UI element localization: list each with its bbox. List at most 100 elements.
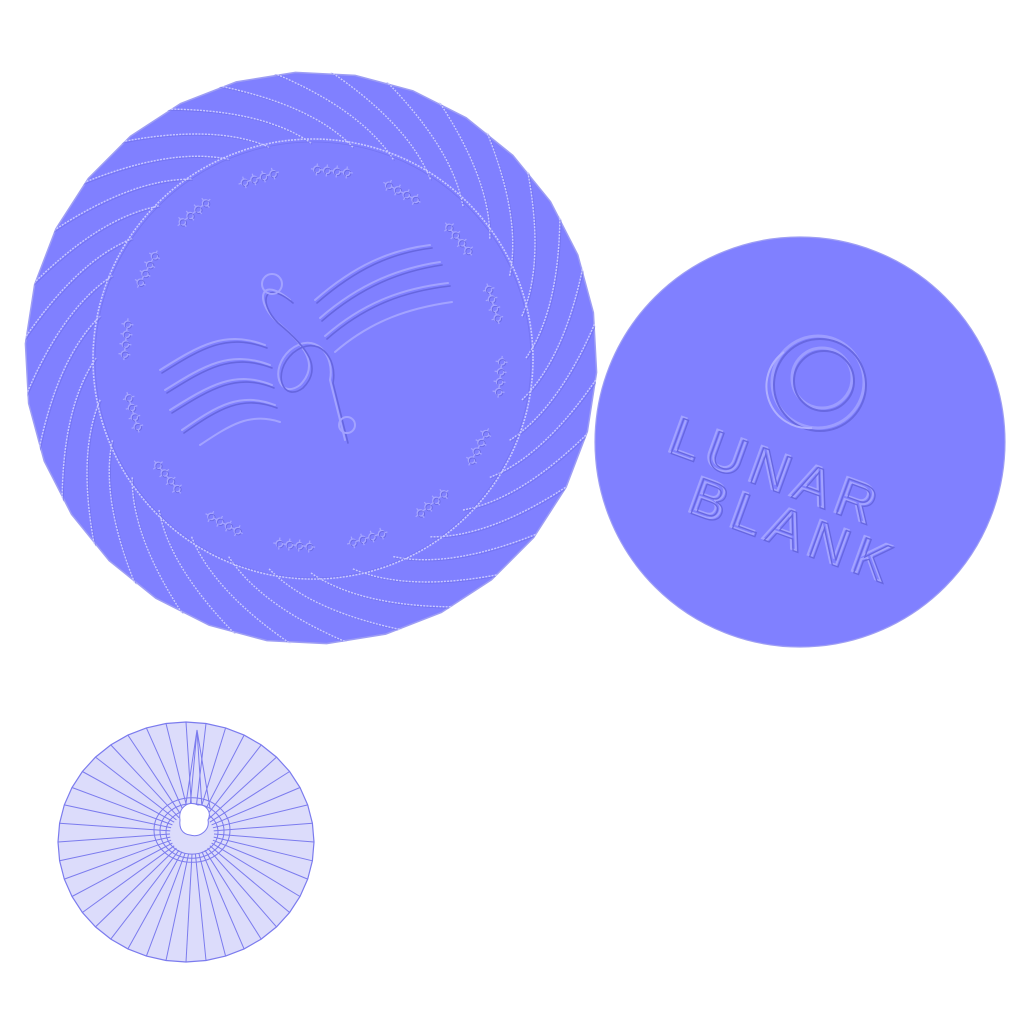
plate-rim-ridge [481,121,514,276]
mesh-spoke-edge [209,771,290,823]
plate-rim-ridge [432,92,491,239]
plate-rim-ridge [393,528,548,561]
plate-rim-ridge [322,72,432,180]
plate-rim-ridge [190,536,300,644]
plate-rim-ridge-shadow [27,206,161,292]
plate-rim-ridge [86,399,101,557]
plate-rim-ridge-shadow [483,122,515,277]
plate-rim-ridge-shadow [62,358,98,512]
plate-rim-ridge [378,73,464,207]
mesh-spoke-edge [127,851,183,950]
mesh-spoke-edge [185,853,193,963]
mesh-spoke-edge [204,744,262,819]
plate-rim-ridge [268,568,413,633]
lid-disc [594,236,1006,648]
mesh-spoke-edge [127,734,183,817]
plate-rim-ridge-shadow [25,239,134,349]
mesh-spoke-edge [145,852,186,957]
plate-rim-ridge [45,178,192,237]
mesh-spoke-edge [209,845,290,913]
plate-floral-cluster [492,355,508,398]
plate-floral-ring [118,163,508,553]
mesh-spoke-edge [64,804,172,829]
plate-rim-ridge-shadow [522,258,587,402]
mesh-spoke-edge [165,853,190,961]
plate-rim-ridge [108,440,141,595]
plate-rim-ridge [209,83,354,148]
plate-rim-ridge [525,205,561,359]
plate-rim-ridge [265,72,394,160]
plate-rim-ridge-shadow [46,179,193,238]
plate-rim-ridge-shadow [110,441,142,596]
mesh-spoke-edge [207,847,277,928]
plate-rim-ridge-shadow [87,400,102,558]
plate-floral-cluster [444,222,474,256]
mesh-spoke-edge [213,833,315,843]
plate-rim-ridge-shadow [431,481,578,539]
plate-rim-ridge-shadow [522,160,537,318]
plate-rim-ridge [112,133,270,148]
mesh-seam-spike [184,729,211,811]
mesh-uv-island [57,721,315,963]
plate-floral-cluster [152,460,182,494]
lid-uv-island: LUNAR LUNAR BLANK BLANK [594,236,1006,648]
plate-rim-ridge [430,479,577,538]
plate-floral-cluster [134,250,160,288]
mesh-spoke-edge [194,723,207,815]
mesh-spoke-edge [165,723,190,815]
mesh-spoke-edge [71,842,173,897]
plate-floral-cluster [238,167,280,189]
plate-inner-well-shadow [94,141,532,579]
mesh-spoke-edge [57,833,171,843]
plate-rim-ridge [36,315,101,460]
plate-floral-cluster [310,163,353,179]
mesh-spoke-edge [207,756,277,821]
plate-floral-cluster [415,489,449,519]
plate-rim-ridge [74,155,229,188]
plate-rim-ridge-shadow [526,206,562,360]
plate-rim-ridge [61,357,97,511]
mesh-spoke-edge [198,852,227,957]
plate-rim-ridge [228,556,357,644]
plate-floral-cluster [273,537,316,553]
mesh-spoke-edge [59,822,171,832]
mesh-spoke-edge [204,849,262,940]
mesh-spoke-edge [211,842,301,897]
plate-rim-ridge-shadow [464,426,597,512]
plate-rim-ridge [521,159,536,317]
plate-rim-ridge [26,205,160,291]
mesh-spoke-edge [145,727,186,816]
mesh-spoke-edge [71,787,173,826]
plate-rim-ridge [25,275,113,404]
mesh-spoke-edge [198,727,227,816]
plate-rim-ridge [352,568,510,583]
plate-rim-ridge [489,369,597,479]
plate-rim-ridge-shadow [75,157,230,189]
plate-uv-island [24,71,598,645]
plate-rim-ridge [158,509,244,643]
mesh-spoke-edge [201,851,245,950]
plate-floral-cluster [466,428,492,466]
plate-disc [24,71,598,645]
mesh-spoke-edge [212,839,308,880]
mesh-spoke-edge [59,836,171,862]
plate-rim-ridge-shadow [113,134,271,149]
plate-floral-cluster [177,197,211,227]
plate-rim-ridge-shadow [394,530,549,562]
mesh-spoke-edge [213,836,313,862]
mesh-inner-ring [153,797,231,863]
mesh-inner-rings [153,797,231,863]
plate-floral-cluster [122,391,144,433]
mesh-spoke-edge [95,847,177,928]
plate-floral-cluster [482,283,504,325]
mesh-spoke-edge [110,849,180,940]
mesh-spoke-edge [82,845,175,913]
plate-rim-ridge [310,572,464,608]
plate-floral-cluster [383,179,421,205]
plate-rim-ridge [131,477,190,624]
plate-rim-ridge-shadow [490,370,597,480]
plate-rim-ridge-shadow [25,276,114,406]
plate-clef-waves-emboss [159,244,453,446]
mesh-spoke-edge [212,804,308,829]
